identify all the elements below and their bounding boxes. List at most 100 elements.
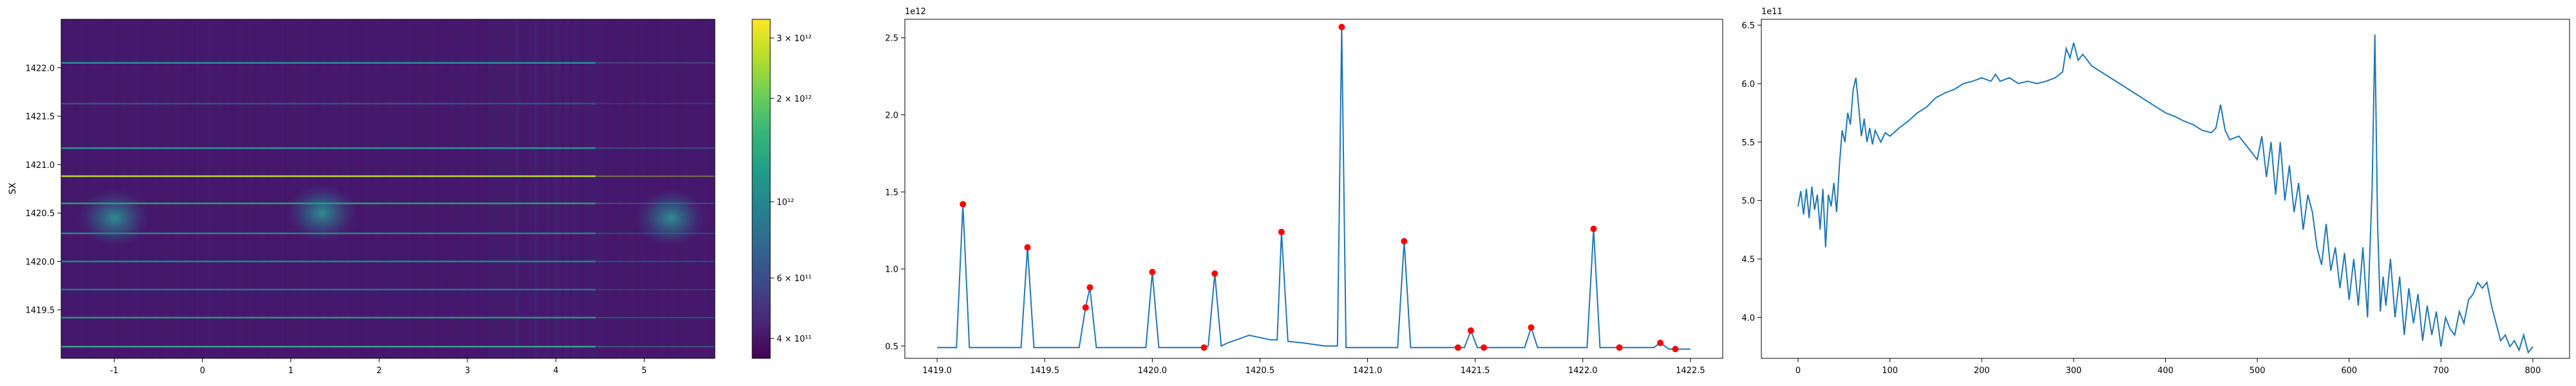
peak-marker	[1657, 340, 1664, 347]
heatmap-stripe	[68, 19, 73, 358]
heatmap-stripe	[103, 19, 108, 358]
peaks-line-markers	[960, 23, 1679, 353]
x-tick-label: 1419.5	[1030, 366, 1059, 376]
heatmap-stripe	[107, 19, 112, 358]
heatmap-stripe	[411, 19, 415, 358]
peak-marker	[1616, 344, 1623, 351]
y-tick-label: 0.5	[885, 342, 898, 352]
heatmap-stripe	[122, 19, 127, 358]
heatmap-stripe	[269, 19, 273, 358]
x-tick-label: 700	[2433, 366, 2449, 376]
heatmap-stripe	[111, 19, 116, 358]
heatmap-stripe	[126, 19, 131, 358]
heatmap-stripe	[480, 19, 485, 358]
x-tick-label: 0	[1795, 366, 1801, 376]
heatmap-frame	[61, 19, 715, 359]
heatmap-stripe	[573, 19, 577, 358]
heatmap-stripe	[676, 19, 681, 358]
heatmap-stripe	[545, 19, 550, 358]
heatmap-stripe	[226, 19, 231, 358]
heatmap-stripe	[680, 19, 685, 358]
heatmap-stripe	[284, 19, 289, 358]
x-tick-label: 4	[553, 366, 558, 376]
heatmap-blob	[286, 184, 357, 243]
peak-marker	[1200, 344, 1208, 351]
heatmap-stripe	[576, 19, 581, 358]
peak-marker	[1278, 228, 1285, 235]
y-tick-label: 1.5	[885, 188, 898, 198]
x-tick-label: 1419.0	[922, 366, 952, 376]
heatmap-stripe	[84, 19, 89, 358]
y-tick-label: 5.5	[1741, 138, 1755, 148]
spectrum-line-frame	[1761, 19, 2570, 359]
heatmap-stripe	[607, 19, 612, 358]
x-tick-label: 5	[641, 366, 647, 376]
heatmap-stripe	[276, 19, 281, 358]
heatmap-y-axis: 1419.5 1420.0 1420.5 1421.0 1421.5 1422.0	[26, 64, 61, 316]
heatmap-stripe	[422, 19, 427, 358]
heatmap-stripe	[288, 19, 292, 358]
heatmap-stripe	[368, 19, 374, 358]
heatmap-stripe	[249, 19, 254, 358]
heatmap-stripe	[499, 19, 504, 358]
heatmap-stripe	[372, 19, 377, 358]
heatmap-stripe	[153, 19, 158, 358]
heatmap-stripe	[699, 19, 704, 358]
heatmap-stripe	[195, 19, 200, 358]
x-tick-label: 1420.5	[1245, 366, 1275, 376]
spectrum-line-series	[1797, 34, 2533, 354]
heatmap-stripe	[130, 19, 135, 358]
heatmap-stripe	[349, 19, 354, 358]
heatmap-vertical-stripes	[61, 19, 715, 358]
spectrum-line-y-axis: 4.0 4.5 5.0 5.5 6.0 6.5	[1741, 21, 1761, 323]
heatmap-stripe	[299, 19, 304, 358]
x-tick-label: 600	[2341, 366, 2357, 376]
y-tick-label: 1419.5	[26, 306, 55, 316]
y-tick-label: 6.5	[1741, 21, 1755, 31]
heatmap-stripe	[214, 19, 220, 358]
heatmap-stripe	[218, 19, 223, 358]
peak-marker	[1454, 344, 1461, 351]
heatmap-stripe	[203, 19, 208, 358]
heatmap-stripe	[530, 19, 535, 358]
heatmap-stripe	[645, 19, 650, 358]
heatmap-stripe	[192, 19, 196, 358]
heatmap-stripe	[692, 19, 696, 358]
peak-marker	[1481, 344, 1488, 351]
heatmap-stripe	[453, 19, 458, 358]
heatmap-stripe	[484, 19, 489, 358]
heatmap-stripe	[80, 19, 85, 358]
heatmap-stripe	[591, 19, 596, 358]
heatmap-stripe	[614, 19, 620, 358]
heatmap-stripe	[399, 19, 404, 358]
colorbar-tick-label: 10¹²	[777, 198, 794, 208]
heatmap-stripe	[257, 19, 261, 358]
heatmap-stripe	[587, 19, 592, 358]
colorbar-tick-label: 4 × 10¹¹	[777, 335, 811, 344]
heatmap-stripe	[580, 19, 585, 358]
y-tick-label: 1420.0	[26, 257, 55, 267]
peak-marker	[960, 201, 967, 208]
heatmap-stripe	[511, 19, 516, 358]
x-tick-label: 100	[1882, 366, 1898, 376]
heatmap-stripe	[272, 19, 277, 358]
peak-marker	[1467, 327, 1474, 334]
peaks-line-y-axis: 0.5 1.0 1.5 2.0 2.5	[885, 34, 905, 352]
heatmap-stripe	[234, 19, 239, 358]
peaks-line-offset-label: 1e12	[905, 7, 926, 17]
heatmap-stripe	[265, 19, 269, 358]
heatmap-stripe	[534, 19, 538, 358]
heatmap-stripe	[684, 19, 688, 358]
heatmap-stripe	[173, 19, 177, 358]
heatmap-stripe	[146, 19, 150, 358]
heatmap-stripe	[88, 19, 93, 358]
heatmap-stripe	[180, 19, 185, 358]
heatmap-stripe	[407, 19, 412, 358]
y-tick-label: 4.5	[1741, 255, 1755, 265]
heatmap-stripe	[430, 19, 435, 358]
heatmap-stripe	[668, 19, 673, 358]
heatmap-stripe	[595, 19, 600, 358]
heatmap-stripe	[211, 19, 216, 358]
peak-marker	[1211, 270, 1218, 277]
heatmap-stripe	[707, 19, 712, 358]
